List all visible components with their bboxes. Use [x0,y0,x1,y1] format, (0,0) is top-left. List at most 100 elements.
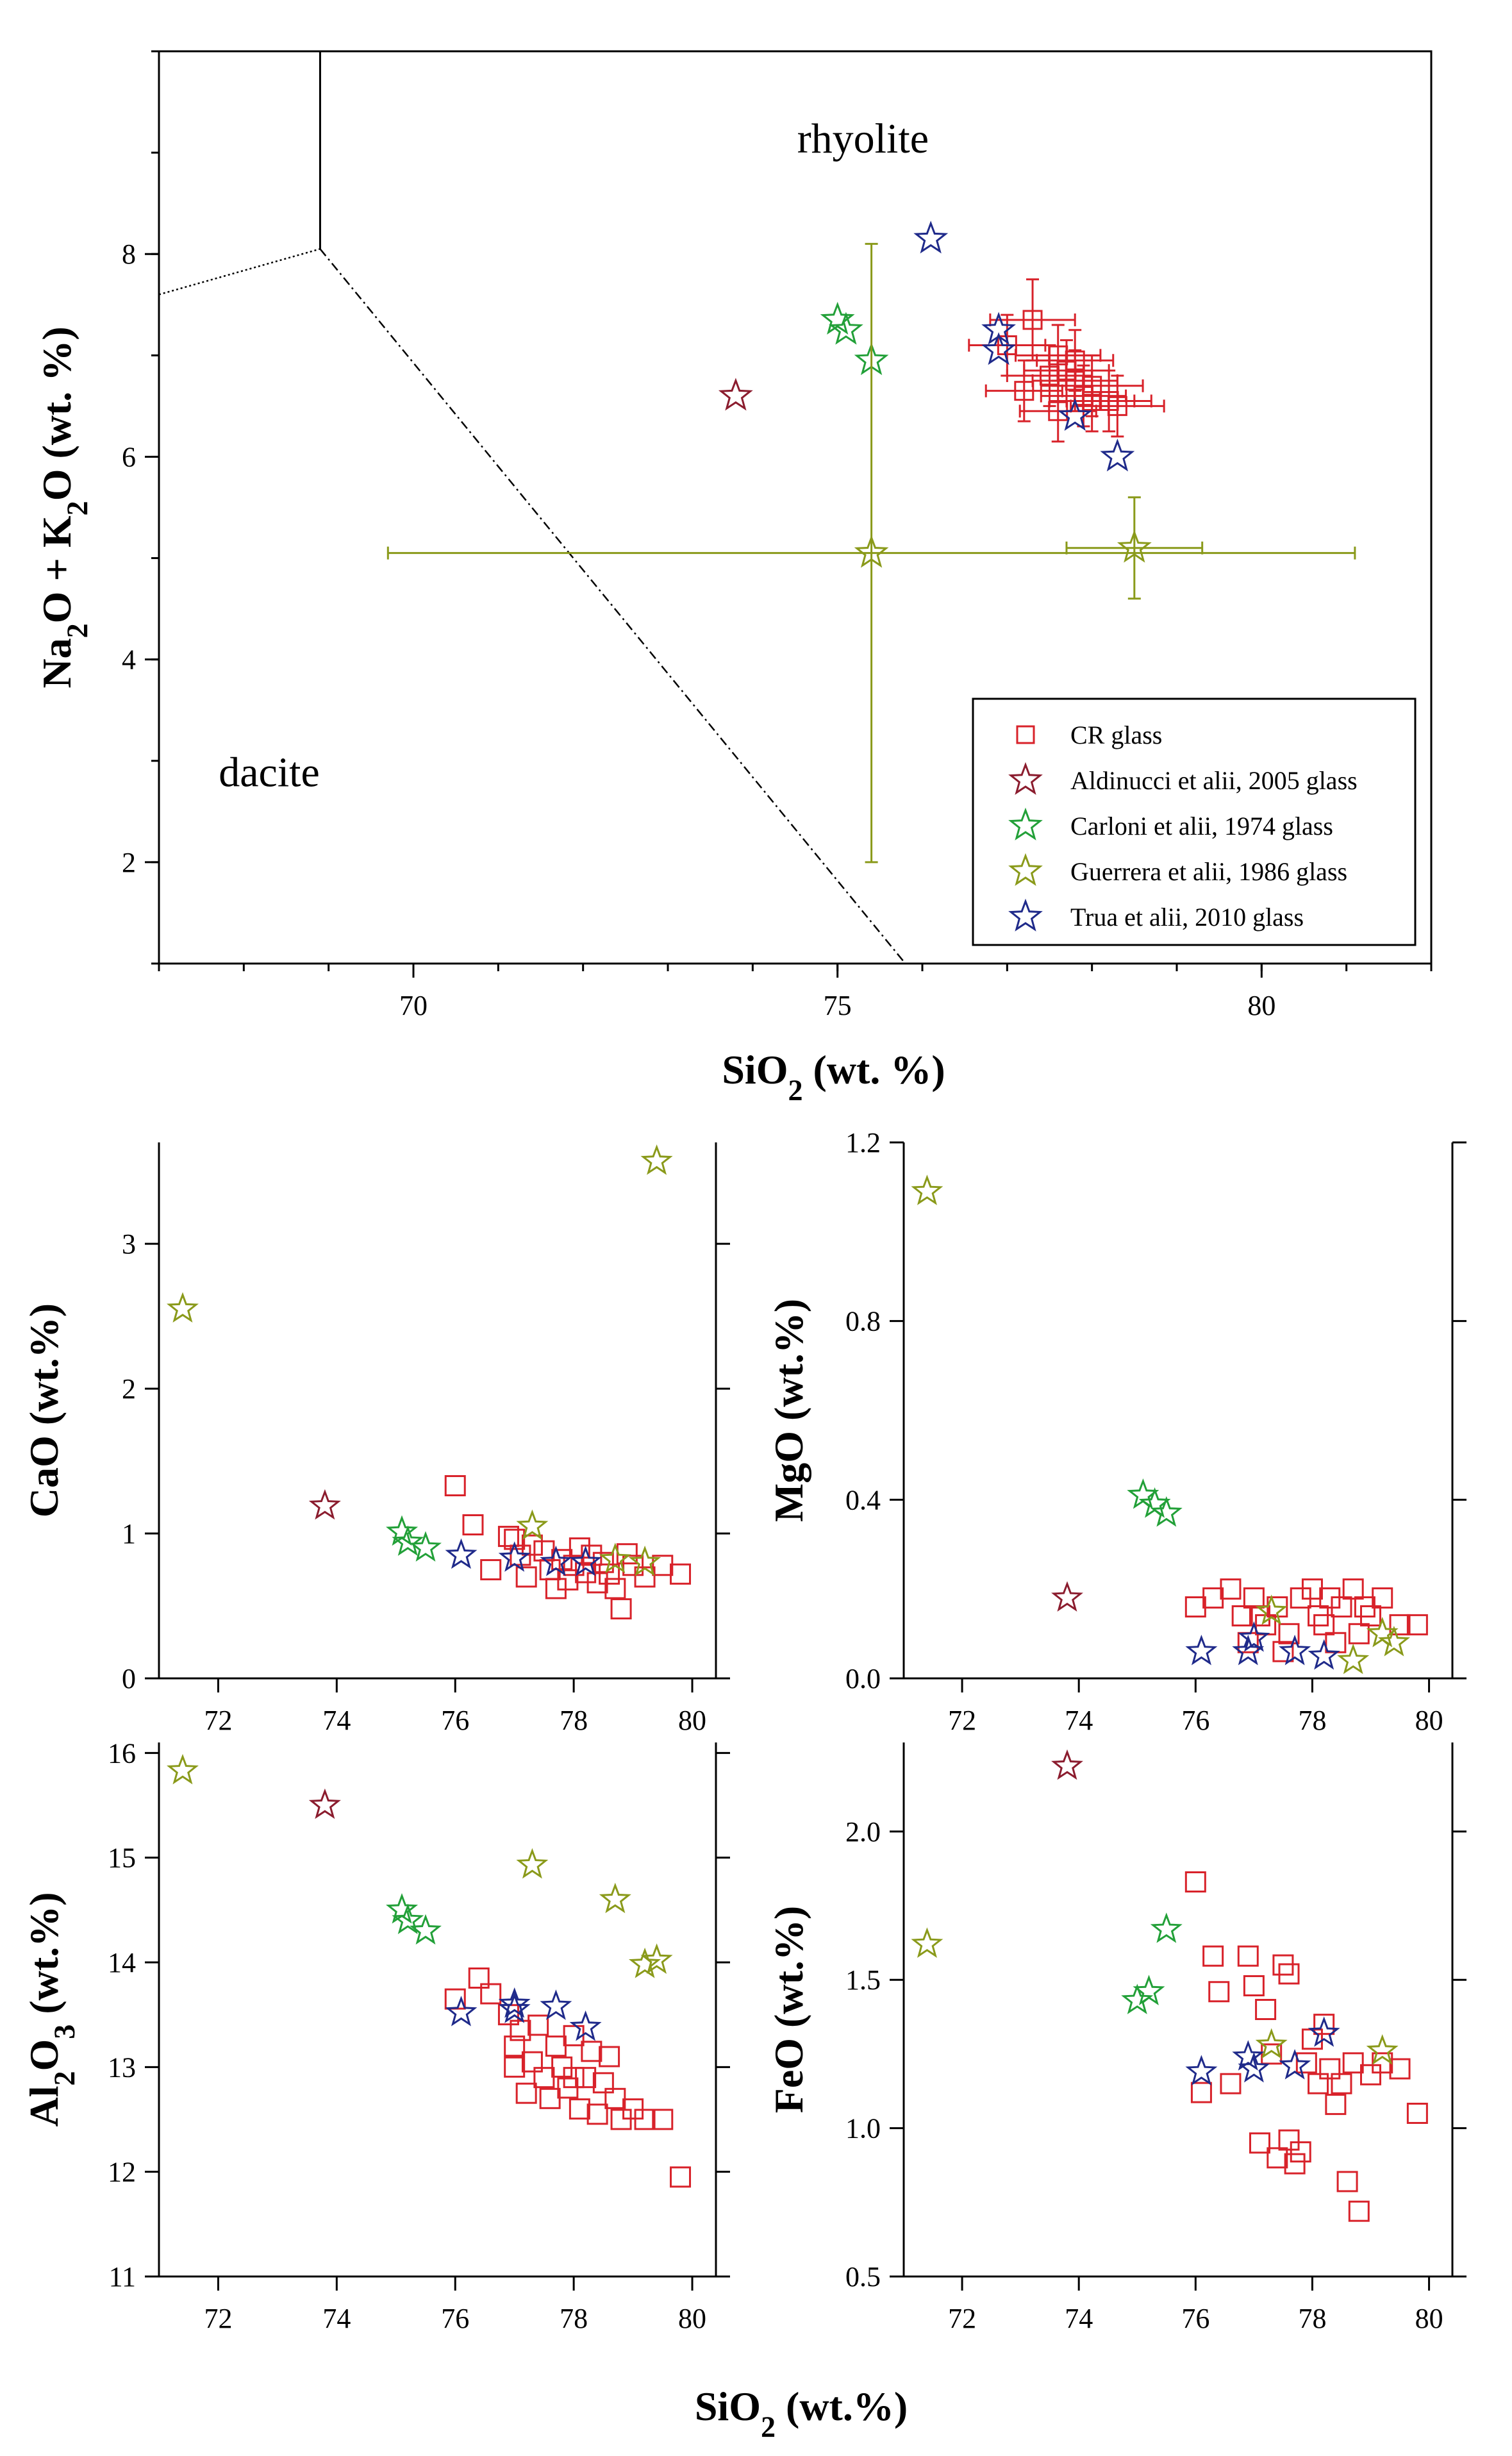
data-point-square [622,1555,644,1576]
data-point-square [1278,2129,1300,2151]
series-aldinucci-et-alii-2005-glass [718,378,753,411]
data-point-square [497,1526,519,1548]
data-point-star [1185,1634,1218,1666]
data-point-star [1121,1984,1154,2014]
data-point-square [528,2014,549,2036]
data-point-square [515,1566,537,1588]
data-point-square [1372,1587,1393,1609]
series-guerrera-et-alii-1986-glass [911,1174,1410,1675]
data-point-star [516,1509,549,1541]
feo-x-tick-label: 80 [1415,2303,1443,2334]
data-point-square [545,2035,567,2057]
tas-legend: CR glass Aldinucci et alii, 2005 glass Car… [972,698,1416,946]
legend-entry-label: Guerrera et alii, 1986 glass [1070,857,1347,886]
tas-y-tick-label: 4 [122,644,136,676]
series-guerrera-et-alii-1986-glass [167,1144,673,1576]
data-point-star [599,1542,631,1573]
data-point-square [1082,390,1102,411]
data-point-square [504,2035,526,2057]
tas-x-tick-label: 80 [1247,990,1275,1021]
al2o3-y-axis-label: Al2O3 (wt.%) [21,1892,81,2126]
data-point-star [1117,530,1152,563]
data-point-star [1308,1639,1340,1670]
field-label-dacite: dacite [219,749,320,796]
data-point-star [911,1927,943,1958]
data-point-star [540,1545,572,1576]
data-point-star [1279,2049,1311,2080]
data-point-square [1325,1632,1347,1653]
data-point-square [539,2087,561,2109]
series-cr-glass [1184,1578,1428,1662]
mgo-x-tick-label: 72 [948,1705,976,1736]
series-cr-glass [1184,1871,1428,2222]
data-point-star [1133,1975,1165,2005]
data-point-square [1406,2102,1428,2124]
data-point-star [516,1848,549,1879]
tas-x-tick-label: 75 [824,990,852,1021]
data-point-star [1238,2051,1270,2083]
data-point-star [629,1948,661,1978]
data-point-square [1190,2082,1212,2103]
data-point-square [444,1474,466,1496]
data-point-star [981,332,1016,365]
data-point-square [1261,2043,1283,2065]
legend-entry-label: Aldinucci et alii, 2005 glass [1070,766,1358,795]
data-point-star [410,1531,442,1562]
data-point-square [1040,365,1059,386]
data-point-square [1202,1587,1224,1609]
data-point-square [652,2109,674,2130]
data-point-square [1342,2052,1364,2074]
legend-box [972,698,1416,946]
data-point-star [1337,1643,1370,1675]
data-point-star [1051,1581,1083,1612]
data-point-star [1366,2034,1399,2065]
al2o3-panel: 72 74 76 78 80 11 12 13 14 15 16 Al2O3 (wt.%) [21,1737,730,2334]
data-point-star [599,1882,631,1914]
series-carloni-et-alii-1974-glass [1127,1478,1183,1527]
data-point-star [308,1788,341,1819]
al2o3-y-tick-label: 14 [108,1947,136,1978]
data-point-star [1377,1626,1410,1657]
series-guerrera-et-alii-1986-glass [911,1927,1399,2065]
data-point-square [1406,1614,1428,1635]
mgo-y-tick-label: 1.2 [845,1127,881,1158]
data-point-square [1319,2058,1341,2080]
series-trua-et-alii-2010-glass [1185,1621,1340,1670]
data-point-star [1185,2055,1218,2085]
data-point-star [386,1893,419,1924]
data-point-square [1331,1596,1352,1618]
data-point-square [1202,1945,1224,1967]
data-point-star [1150,1912,1183,1943]
feo-y-tick-label: 0.5 [845,2261,881,2293]
data-point-square [1243,1587,1265,1609]
tas-diagram-panel: 70 75 80 2 4 6 8 Na2O + K2O (wt. %) SiO2 (wt. %)… [34,50,1433,1107]
legend-entry-label: Carloni et alii, 1974 glass [1070,812,1333,840]
mgo-y-tick-label: 0.4 [845,1484,881,1516]
al2o3-y-tick-label: 16 [108,1737,136,1769]
data-point-star [392,1903,424,1934]
data-point-star [445,1996,478,2026]
al2o3-y-tick-label: 12 [108,2157,136,2188]
series-cr-glass [444,1474,692,1620]
data-point-square [569,2098,590,2120]
legend-marker-star [1008,762,1043,795]
al2o3-x-tick-label: 80 [678,2303,706,2334]
feo-x-tick-label: 78 [1298,2303,1326,2334]
data-point-square [1284,2153,1306,2175]
data-point-star [718,378,753,411]
data-point-square [1107,396,1127,416]
al2o3-x-tick-label: 76 [441,2303,469,2334]
data-point-square [1389,2058,1411,2080]
mgo-x-tick-label: 78 [1298,1705,1326,1736]
feo-y-axis-label: FeO (wt.%) [766,1906,811,2113]
data-point-square [1308,2073,1329,2094]
feo-y-tick-label: 1.5 [845,1964,881,1996]
data-point-square [504,2056,526,2078]
series-trua-et-alii-2010-glass [913,221,1135,472]
legend-marker-star [1008,853,1043,886]
cao-x-tick-label: 80 [678,1705,706,1736]
series-aldinucci-et-alii-2005-glass [308,1788,341,1819]
data-point-square [1290,2141,1311,2163]
data-point-star [569,1545,602,1576]
data-point-star [1232,2040,1265,2071]
